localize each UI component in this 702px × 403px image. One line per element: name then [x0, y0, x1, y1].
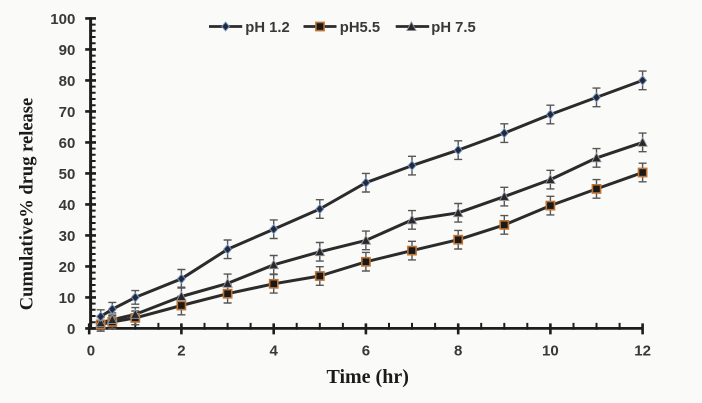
- svg-text:80: 80: [59, 73, 76, 90]
- svg-text:40: 40: [59, 197, 76, 214]
- svg-text:70: 70: [59, 104, 76, 121]
- svg-text:pH 7.5: pH 7.5: [431, 20, 475, 36]
- svg-text:6: 6: [362, 342, 370, 359]
- svg-text:0: 0: [67, 321, 75, 338]
- svg-text:20: 20: [59, 259, 76, 276]
- svg-text:100: 100: [50, 11, 75, 28]
- svg-text:pH5.5: pH5.5: [340, 20, 380, 36]
- svg-text:30: 30: [59, 228, 76, 245]
- svg-text:60: 60: [59, 135, 76, 152]
- svg-text:12: 12: [634, 342, 651, 359]
- svg-text:8: 8: [454, 342, 462, 359]
- svg-text:10: 10: [542, 342, 559, 359]
- svg-text:pH 1.2: pH 1.2: [245, 20, 289, 36]
- svg-text:90: 90: [59, 42, 76, 59]
- svg-text:10: 10: [59, 290, 76, 307]
- svg-text:50: 50: [59, 166, 76, 183]
- svg-text:Cumulative% drug release: Cumulative% drug release: [18, 98, 38, 310]
- svg-text:4: 4: [270, 342, 279, 359]
- svg-text:Time (hr): Time (hr): [326, 366, 408, 388]
- svg-text:0: 0: [87, 342, 95, 359]
- svg-text:2: 2: [177, 342, 185, 359]
